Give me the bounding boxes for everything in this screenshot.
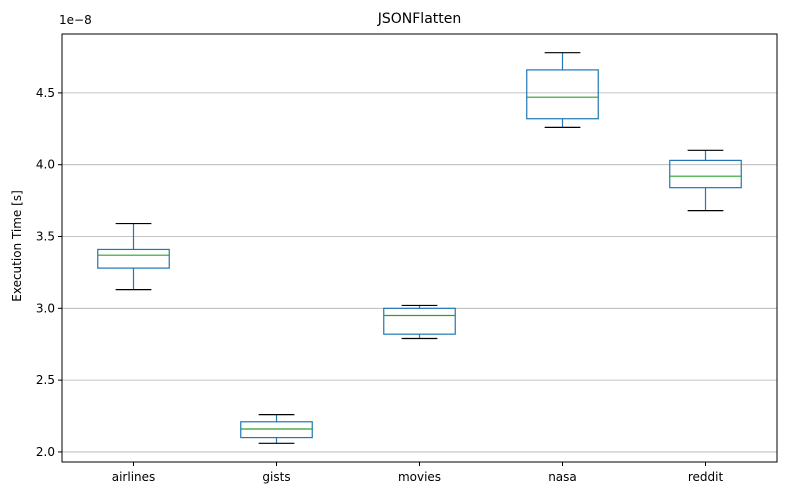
plot-area-frame bbox=[61, 33, 778, 463]
y-tick-label: 3.5 bbox=[36, 230, 55, 244]
iqr-box bbox=[526, 69, 599, 120]
x-tick-label: nasa bbox=[548, 470, 577, 484]
box-reddit bbox=[669, 149, 742, 212]
chart-title: JSONFlatten bbox=[377, 11, 462, 27]
box-movies bbox=[383, 304, 456, 340]
y-axis-label: Execution Time [s] bbox=[10, 190, 24, 302]
x-tick-label: movies bbox=[398, 470, 441, 484]
y-tick-label: 4.5 bbox=[36, 86, 55, 100]
box-airlines bbox=[97, 222, 170, 291]
iqr-box bbox=[669, 159, 742, 189]
iqr-box bbox=[383, 307, 456, 335]
box-layer bbox=[97, 52, 742, 444]
x-tick-label: airlines bbox=[112, 470, 156, 484]
iqr-box bbox=[240, 421, 313, 439]
x-tick-label: gists bbox=[262, 470, 290, 484]
x-tick-label: reddit bbox=[688, 470, 724, 484]
y-tick-label: 4.0 bbox=[36, 158, 55, 172]
y-tick-label: 3.0 bbox=[36, 301, 55, 315]
y-offset-text: 1e−8 bbox=[59, 13, 92, 27]
y-tick-label: 2.0 bbox=[36, 445, 55, 459]
iqr-box bbox=[97, 248, 170, 269]
tick-layer: 2.0 2.5 3.0 3.5 4.0 4.5 airlines gists movies nas… bbox=[36, 86, 724, 484]
box-gists bbox=[240, 414, 313, 444]
y-tick-label: 2.5 bbox=[36, 373, 55, 387]
box-nasa bbox=[526, 52, 599, 128]
